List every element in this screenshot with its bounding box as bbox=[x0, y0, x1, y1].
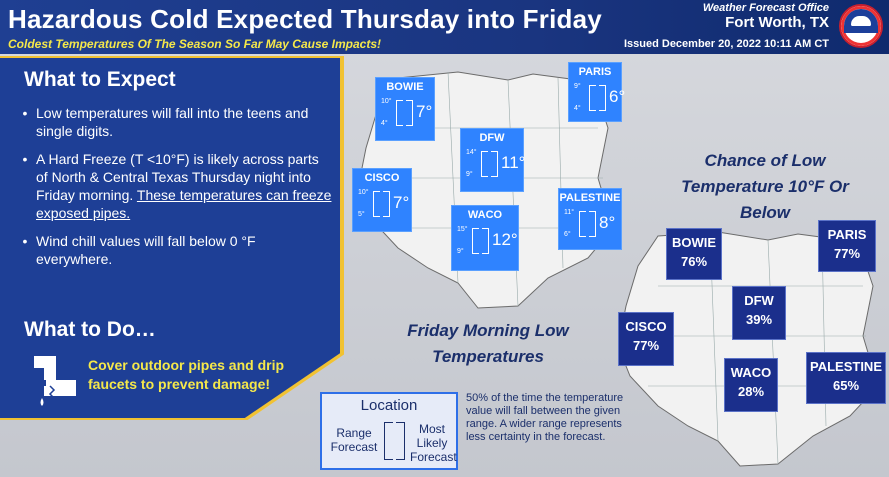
issued-time: Issued December 20, 2022 10:11 AM CT bbox=[623, 38, 829, 50]
page-title: Hazardous Cold Expected Thursday into Fr… bbox=[8, 4, 602, 34]
wfo-label: Weather Forecast Office bbox=[702, 2, 829, 14]
low-map-caption: Friday Morning Low Temperatures bbox=[407, 321, 569, 366]
chance-box-waco: WACO 28% bbox=[724, 358, 778, 412]
chance-box-cisco: CISCO 77% bbox=[618, 312, 674, 366]
todo-heading: What to Do… bbox=[24, 318, 156, 341]
pipe-icon bbox=[34, 356, 76, 406]
bullet-1: • Low temperatures will fall into the tee… bbox=[22, 105, 309, 139]
expect-bullets: • Low temperatures will fall into the tee… bbox=[14, 104, 332, 278]
low-box-dfw: DFW 14° 9° 11° bbox=[460, 128, 525, 192]
expect-heading: What to Expect bbox=[24, 68, 176, 91]
legend-most-likely: Most Likely Forecast bbox=[410, 422, 457, 464]
legend-bracket-right bbox=[396, 422, 405, 460]
chance-map-title: Chance of Low Temperature 10°F Or Below bbox=[681, 151, 849, 222]
wfo-city: Fort Worth, TX bbox=[725, 14, 829, 31]
low-box-paris: PARIS 9° 4° 6° bbox=[568, 62, 625, 122]
page-subtitle: Coldest Temperatures Of The Season So Fa… bbox=[8, 37, 381, 51]
low-box-palestine: PALESTINE 11° 6° 8° bbox=[558, 188, 622, 250]
legend-title: Location bbox=[360, 397, 418, 414]
chance-box-dfw: DFW 39% bbox=[732, 286, 786, 340]
legend-range: Range Forecast bbox=[330, 426, 378, 454]
todo-text: Cover outdoor pipes and drip faucets to … bbox=[88, 357, 285, 392]
bullet-2-underlined: These temperatures can freeze exposed pi… bbox=[36, 187, 332, 221]
chance-box-palestine: PALESTINE 65% bbox=[806, 352, 886, 404]
info-panel bbox=[0, 58, 340, 418]
nws-logo-icon bbox=[839, 4, 883, 48]
chance-box-paris: PARIS 77% bbox=[818, 220, 876, 272]
low-box-waco: WACO 15° 9° 12° bbox=[451, 205, 519, 271]
bullet-2: • A Hard Freeze (T <10°F) is likely acros… bbox=[22, 151, 332, 221]
legend-bracket-left bbox=[384, 422, 393, 460]
low-box-cisco: CISCO 10° 5° 7° bbox=[352, 168, 412, 232]
header-bar: Hazardous Cold Expected Thursday into Fr… bbox=[0, 0, 889, 54]
bullet-3: • Wind chill values will fall below 0 °F … bbox=[22, 233, 256, 267]
low-box-bowie: BOWIE 10° 4° 7° bbox=[375, 77, 435, 141]
legend-box: Location Range Forecast Most Likely Fore… bbox=[320, 392, 458, 470]
legend-note: 50% of the time the temperature value wi… bbox=[466, 392, 624, 443]
chance-box-bowie: BOWIE 76% bbox=[666, 228, 722, 280]
